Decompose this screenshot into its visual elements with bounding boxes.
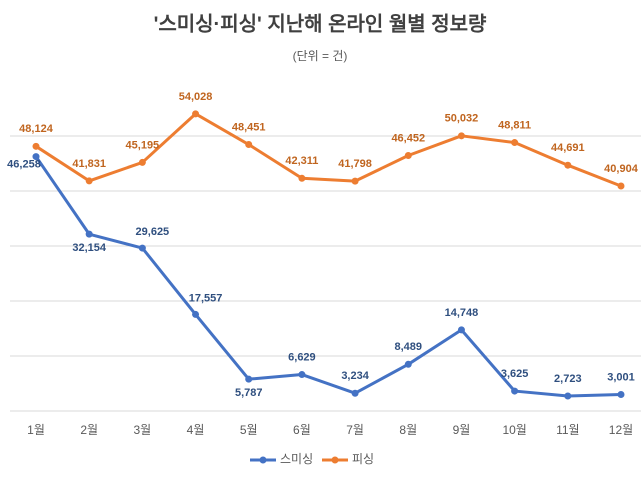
data-point	[85, 230, 93, 238]
x-tick-label: 9월	[453, 423, 471, 437]
x-tick-label: 1월	[27, 423, 45, 437]
x-tick-label: 4월	[187, 423, 205, 437]
chart-subtitle: (단위 = 건)	[293, 49, 348, 63]
data-point	[245, 375, 253, 383]
data-point	[138, 158, 146, 166]
data-point	[85, 177, 93, 185]
data-point	[298, 371, 306, 379]
data-label: 48,451	[232, 121, 266, 133]
data-label: 8,489	[395, 341, 423, 353]
x-tick-label: 10월	[502, 423, 526, 437]
data-point	[351, 389, 359, 397]
data-label: 46,452	[391, 132, 425, 144]
data-label: 29,625	[136, 226, 170, 238]
data-label: 41,831	[72, 158, 106, 170]
x-tick-label: 6월	[293, 423, 311, 437]
data-label: 48,811	[498, 119, 531, 131]
x-tick-label: 8월	[399, 423, 417, 437]
x-tick-label: 2월	[80, 423, 98, 437]
x-tick-label: 3월	[134, 423, 152, 437]
legend-label: 피싱	[352, 452, 374, 466]
data-point	[404, 360, 412, 368]
data-point	[192, 310, 200, 318]
data-label: 40,904	[604, 163, 639, 175]
data-point	[511, 387, 519, 395]
chart-title: '스미싱·피싱' 지난해 온라인 월별 정보량	[154, 12, 487, 35]
data-point	[351, 177, 359, 185]
data-label: 44,691	[551, 142, 585, 154]
data-point	[457, 326, 465, 334]
data-point	[192, 110, 200, 118]
data-label: 50,032	[445, 113, 479, 125]
data-point	[617, 182, 625, 190]
data-point	[511, 139, 519, 147]
data-point	[298, 174, 306, 182]
data-label: 17,557	[189, 292, 223, 304]
data-label: 45,195	[126, 139, 160, 151]
x-tick-label: 7월	[346, 423, 364, 437]
data-point	[457, 132, 465, 140]
series-line	[35, 112, 622, 188]
legend-marker	[331, 456, 339, 464]
data-point	[617, 390, 625, 398]
x-tick-label: 12월	[609, 423, 633, 437]
data-label: 46,258	[7, 158, 41, 170]
x-tick-label: 5월	[240, 423, 258, 437]
data-point	[32, 153, 40, 161]
data-point	[138, 244, 146, 252]
legend-label: 스미싱	[280, 452, 313, 466]
data-label: 6,629	[288, 351, 316, 363]
data-point	[564, 392, 572, 400]
data-point	[564, 161, 572, 169]
data-label: 32,154	[72, 242, 107, 254]
data-label: 48,124	[19, 123, 54, 135]
data-label: 14,748	[445, 307, 479, 319]
legend-marker	[259, 456, 267, 464]
data-label: 3,625	[501, 368, 529, 380]
data-label: 42,311	[285, 155, 318, 167]
data-label: 41,798	[338, 158, 372, 170]
data-label: 54,028	[179, 91, 213, 103]
series-line	[34, 155, 622, 398]
data-point	[245, 141, 253, 149]
data-label: 2,723	[554, 373, 582, 385]
data-label: 5,787	[235, 387, 263, 399]
x-tick-label: 11월	[556, 423, 580, 437]
data-point	[404, 152, 412, 160]
data-point	[32, 142, 40, 150]
data-label: 3,234	[341, 370, 369, 382]
data-label: 3,001	[607, 371, 635, 383]
